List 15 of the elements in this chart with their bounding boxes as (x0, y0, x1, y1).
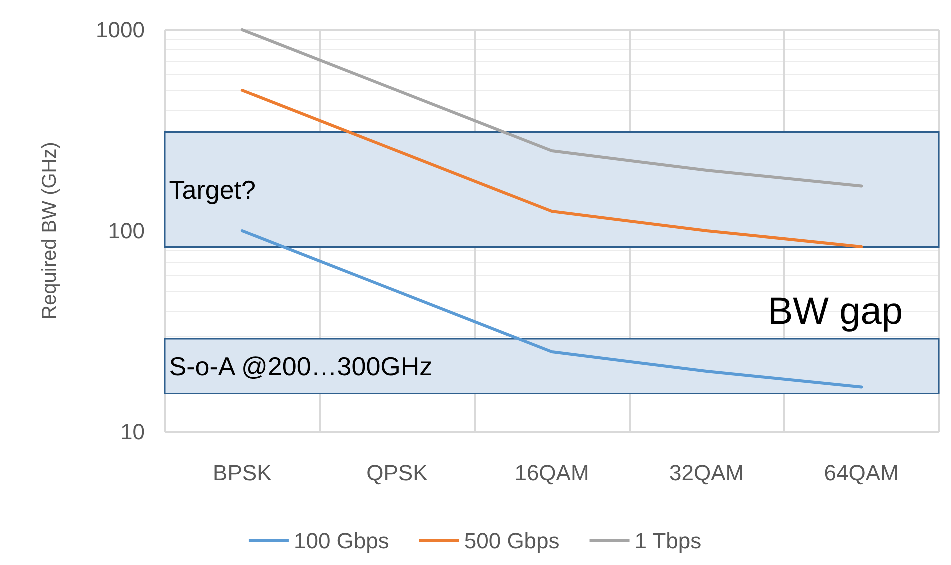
y-axis-title: Required BW (GHz) (39, 142, 61, 320)
x-tick-label: 16QAM (514, 460, 590, 486)
band-label: Target? (169, 174, 256, 205)
y-tick-label: 10 (120, 420, 145, 444)
band-label: S-o-A @200…300GHz (169, 351, 433, 382)
y-tick-label: 100 (108, 218, 145, 244)
legend-label: 1 Tbps (634, 528, 702, 554)
annotation: BW gap (768, 291, 903, 333)
legend-label: 500 Gbps (464, 528, 560, 554)
y-tick-label: 1000 (96, 18, 145, 42)
legend-label: 100 Gbps (294, 528, 390, 554)
x-tick-label: BPSK (213, 460, 272, 486)
x-tick-label: 32QAM (670, 460, 744, 486)
x-tick-label: 64QAM (824, 460, 899, 486)
x-tick-label: QPSK (366, 460, 428, 486)
